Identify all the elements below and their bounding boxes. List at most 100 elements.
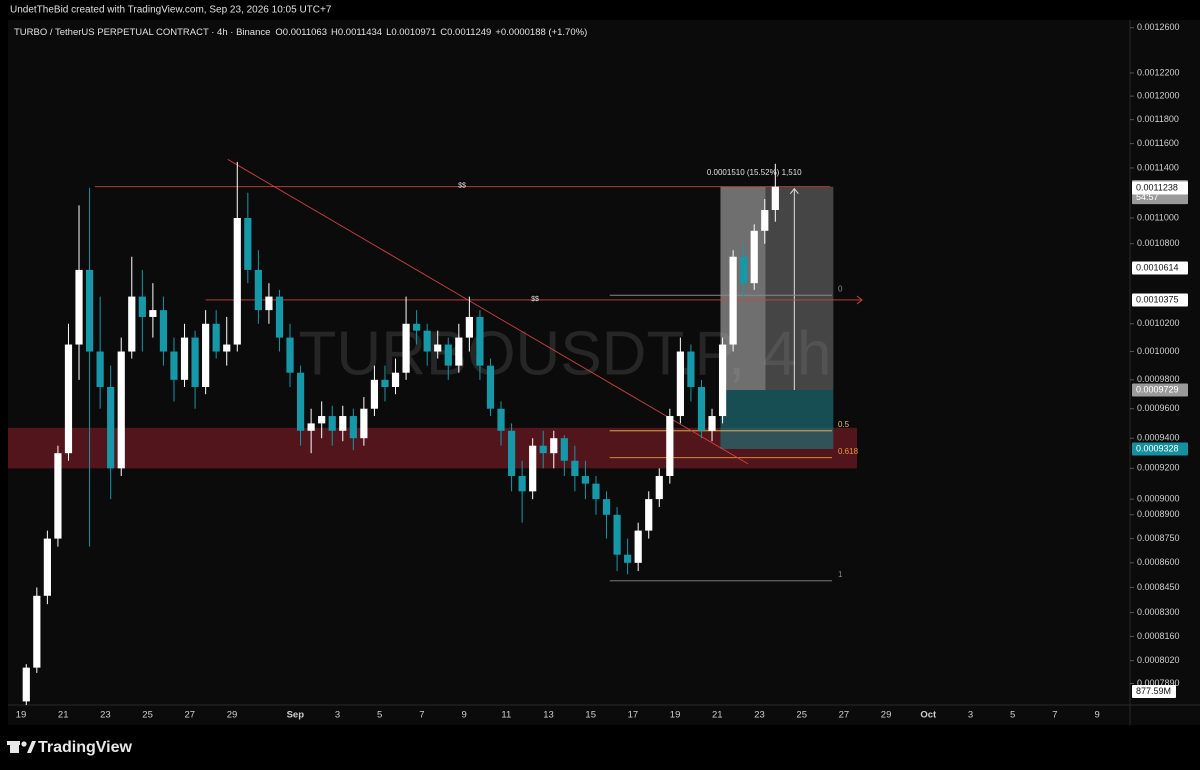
candle-body bbox=[718, 344, 727, 417]
brand-logo: TradingView bbox=[7, 739, 133, 756]
volume-label-box bbox=[1132, 685, 1176, 698]
x-tick-label: 3 bbox=[335, 710, 340, 721]
x-tick-label: 25 bbox=[142, 710, 153, 721]
candle-body bbox=[423, 330, 431, 352]
x-tick-label: 15 bbox=[585, 710, 596, 721]
x-tick-label: 7 bbox=[419, 710, 424, 721]
y-tick-label: 0.0007890 bbox=[1137, 678, 1180, 688]
x-tick-label: 27 bbox=[839, 710, 850, 721]
candle-body bbox=[465, 316, 473, 338]
candle-body bbox=[22, 667, 30, 702]
logo-shape bbox=[21, 741, 27, 747]
candle-body bbox=[455, 337, 463, 366]
y-tick-label: 0.0012600 bbox=[1137, 22, 1180, 32]
candle-body bbox=[518, 475, 526, 492]
fib-label: 0 bbox=[838, 284, 843, 293]
x-tick-label: 23 bbox=[754, 710, 765, 721]
y-tick-label: 0.0011600 bbox=[1137, 138, 1179, 148]
candle-body bbox=[581, 475, 590, 484]
candle-body bbox=[750, 230, 758, 284]
y-tick-label: 0.0009200 bbox=[1137, 463, 1180, 473]
candle-body bbox=[64, 344, 73, 454]
candle-body bbox=[244, 218, 252, 270]
x-tick-label: 29 bbox=[227, 710, 238, 721]
candle-body bbox=[761, 210, 769, 231]
candle-body bbox=[444, 344, 452, 366]
x-tick-label: 3 bbox=[968, 710, 973, 721]
candle-body bbox=[296, 372, 305, 431]
candle-body bbox=[676, 351, 684, 417]
ohlc-low: L0.0010971 bbox=[386, 27, 436, 38]
price-label-timer: 54:57 bbox=[1136, 192, 1159, 202]
candle-body bbox=[233, 218, 241, 345]
candle-body bbox=[413, 323, 421, 331]
plot bbox=[8, 159, 863, 705]
level-label: $$ bbox=[531, 296, 539, 303]
candle-body bbox=[107, 386, 115, 469]
candle-body bbox=[624, 554, 632, 563]
candle-body bbox=[85, 269, 94, 352]
symbol: TURBO / TetherUS PERPETUAL CONTRACT · 4h… bbox=[14, 27, 270, 38]
candle-body bbox=[159, 310, 168, 352]
y-tick-label: 0.0008020 bbox=[1137, 655, 1180, 665]
y-tick-label: 0.0011400 bbox=[1137, 162, 1179, 172]
candle-body bbox=[381, 379, 389, 387]
position-highlight bbox=[720, 186, 766, 391]
brand: TradingView bbox=[38, 739, 133, 756]
candle-body bbox=[265, 296, 273, 311]
candle-body bbox=[307, 423, 315, 431]
candle-body bbox=[318, 416, 326, 424]
candle-body bbox=[476, 316, 484, 366]
level-label: $$ bbox=[458, 182, 466, 189]
level-arrowhead bbox=[856, 295, 863, 305]
price-label: 0.0010614 bbox=[1136, 262, 1179, 272]
x-tick-label: 21 bbox=[712, 710, 723, 721]
x-tick-label: 27 bbox=[185, 710, 196, 721]
candle-body bbox=[740, 256, 748, 284]
candle-body bbox=[402, 323, 410, 373]
x-tick-label: 19 bbox=[16, 710, 27, 721]
y-tick-label: 0.0008900 bbox=[1137, 509, 1180, 519]
x-tick-label: 19 bbox=[670, 710, 681, 721]
y-tick-label: 0.0008300 bbox=[1137, 607, 1180, 617]
candle-body bbox=[602, 499, 611, 515]
x-tick-label: 17 bbox=[628, 710, 639, 721]
candle-body bbox=[539, 445, 547, 454]
candle-body bbox=[128, 296, 136, 352]
candle-body bbox=[180, 337, 189, 380]
logo-shape bbox=[27, 741, 36, 753]
x-tick-label: Sep bbox=[287, 710, 305, 721]
x-tick-label: 5 bbox=[1010, 710, 1015, 721]
candle-body bbox=[360, 408, 368, 439]
candle-body bbox=[349, 416, 357, 439]
price-axis bbox=[1130, 20, 1200, 725]
candle-body bbox=[697, 386, 706, 431]
y-tick-label: 0.0010200 bbox=[1137, 318, 1180, 328]
candle-body bbox=[286, 337, 294, 373]
candle-body bbox=[328, 416, 336, 431]
candle-body bbox=[550, 438, 558, 454]
candle-body bbox=[117, 351, 125, 469]
fib-label: 0.5 bbox=[838, 420, 850, 429]
y-tick-label: 0.0012200 bbox=[1137, 67, 1180, 77]
candle-body bbox=[96, 351, 104, 387]
y-tick-label: 0.0010000 bbox=[1137, 346, 1180, 356]
y-tick-label: 0.0008600 bbox=[1137, 557, 1180, 567]
candle-body bbox=[370, 379, 379, 409]
x-tick-label: 9 bbox=[461, 710, 466, 721]
candle-body bbox=[202, 323, 210, 387]
candle-body bbox=[486, 365, 495, 409]
y-tick-label: 0.0009600 bbox=[1137, 403, 1180, 413]
candle-body bbox=[687, 351, 695, 387]
time-axis bbox=[8, 705, 1130, 725]
candle-body bbox=[339, 416, 347, 431]
price-label-box bbox=[1132, 181, 1188, 195]
candle-body bbox=[170, 351, 178, 380]
candle-body bbox=[560, 438, 568, 461]
candle-body bbox=[212, 323, 220, 352]
y-tick-label: 0.0009000 bbox=[1137, 494, 1180, 504]
price-label: 0.0010375 bbox=[1136, 294, 1179, 304]
candle-body bbox=[254, 269, 262, 311]
candle-body bbox=[634, 530, 642, 563]
